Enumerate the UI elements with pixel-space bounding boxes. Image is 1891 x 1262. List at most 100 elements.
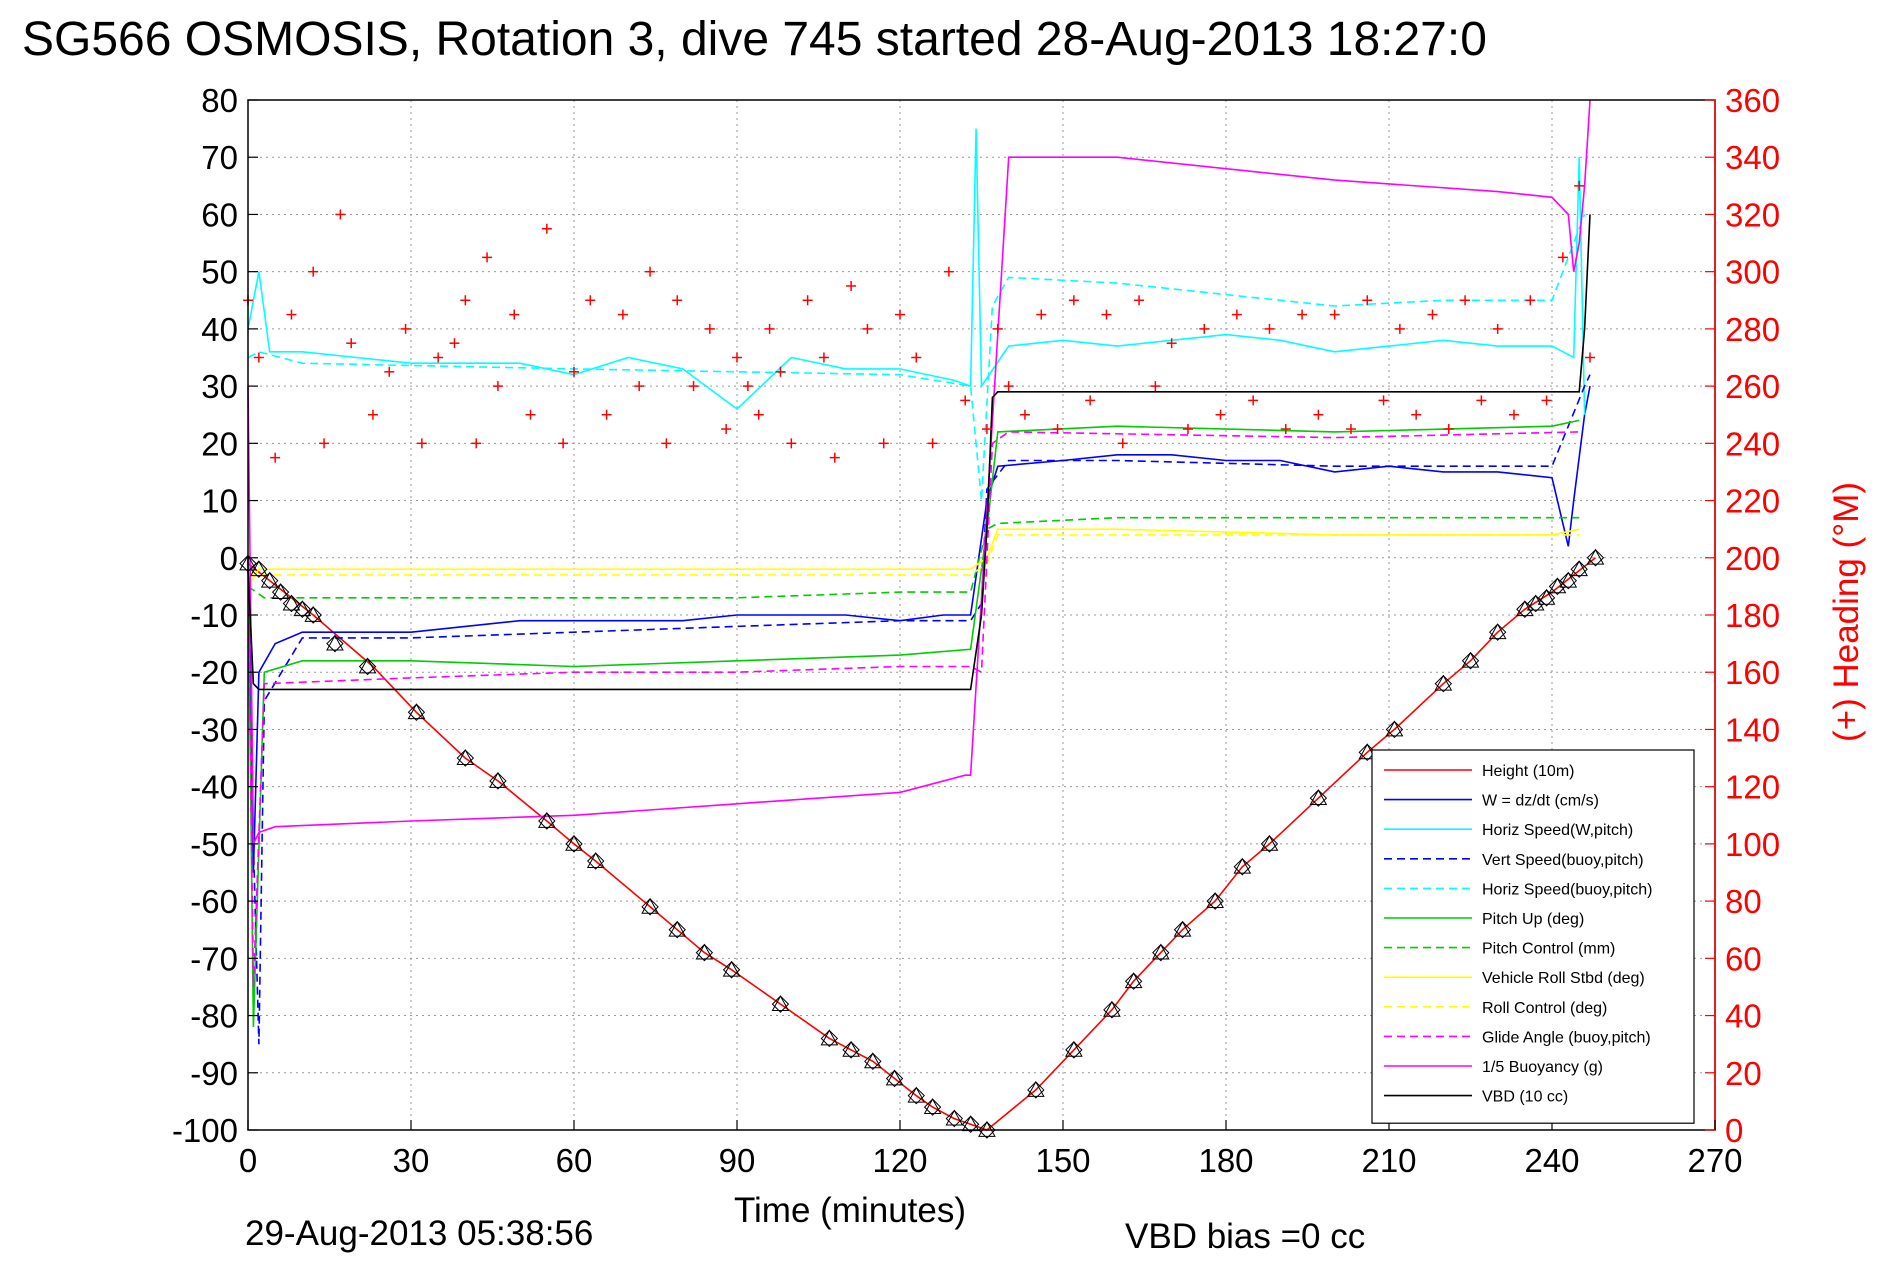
y-right-tick-label: 120 [1725, 769, 1780, 806]
depth-marker-triangle [1065, 1040, 1083, 1057]
depth-marker [923, 1098, 942, 1116]
heading-marker [911, 352, 922, 363]
series-line-6 [247, 419, 1580, 1028]
legend-label: Vert Speed(buoy,pitch) [1482, 852, 1644, 869]
depth-marker-triangle [1559, 571, 1578, 588]
depth-marker-triangle [1026, 1080, 1045, 1097]
depth-marker-triangle [293, 600, 312, 617]
y-right-tick-label: 0 [1725, 1112, 1743, 1149]
heading-marker [416, 438, 427, 449]
depth-marker [668, 920, 687, 939]
depth-marker-diamond [587, 852, 605, 870]
heading-markers [243, 180, 1596, 463]
depth-marker-triangle [1233, 857, 1252, 874]
heading-marker [1215, 409, 1226, 420]
depth-marker-diamond [864, 1052, 882, 1071]
series-layer [247, 99, 1596, 1131]
y-right-tick-label: 40 [1725, 998, 1762, 1035]
heading-marker [1476, 395, 1487, 406]
heading-marker [1362, 295, 1373, 306]
depth-marker-triangle [945, 1109, 964, 1126]
series-line-8 [247, 528, 1580, 587]
heading-marker [1280, 424, 1291, 435]
depth-marker-triangle [407, 703, 426, 720]
depth-marker-diamond [1586, 549, 1605, 567]
legend-label: Vehicle Roll Stbd (deg) [1482, 970, 1645, 987]
heading-marker [1443, 424, 1454, 435]
depth-marker [282, 594, 301, 613]
legend-label: Height (10m) [1482, 763, 1574, 780]
depth-marker [978, 1120, 996, 1139]
y-right-tick-label: 220 [1725, 483, 1780, 520]
heading-marker [1052, 424, 1063, 435]
depth-marker-diamond [1385, 720, 1404, 739]
depth-marker-diamond [907, 1086, 926, 1105]
legend-label: Pitch Control (mm) [1482, 941, 1615, 958]
depth-marker [1124, 972, 1143, 990]
heading-marker [433, 352, 444, 363]
heading-marker [617, 309, 628, 320]
depth-marker [1461, 651, 1480, 670]
depth-marker-triangle [358, 657, 377, 674]
heading-marker [367, 409, 378, 420]
depth-marker-triangle [722, 960, 741, 977]
y-right-tick-label: 180 [1725, 597, 1780, 634]
depth-marker-triangle [923, 1098, 942, 1115]
depth-marker-diamond [1461, 652, 1480, 670]
depth-marker-triangle [250, 560, 268, 577]
y-left-tick-label: 20 [201, 425, 238, 462]
depth-marker [456, 749, 475, 767]
depth-marker-diamond [1537, 589, 1556, 607]
heading-marker [786, 438, 797, 449]
depth-marker-diamond [1233, 858, 1252, 876]
depth-marker-triangle [489, 771, 507, 788]
heading-marker [1231, 309, 1242, 320]
depth-marker-diamond [304, 606, 322, 624]
heading-marker [1003, 381, 1014, 392]
depth-marker-diamond [1309, 789, 1328, 807]
depth-marker-triangle [1434, 674, 1453, 691]
heading-marker [253, 352, 264, 363]
x-tick-label: 120 [872, 1142, 927, 1179]
y-right-tick-label: 300 [1725, 254, 1780, 291]
depth-marker [1434, 674, 1453, 693]
heading-marker [704, 323, 715, 334]
heading-marker [775, 366, 786, 377]
heading-marker [992, 323, 1003, 334]
depth-marker-diamond [695, 943, 714, 962]
heading-marker [1313, 409, 1324, 420]
y-left-tick-label: 50 [201, 254, 238, 291]
depth-marker-diamond [668, 921, 686, 939]
heading-marker [1297, 309, 1308, 320]
depth-marker-diamond [1260, 835, 1279, 853]
depth-marker [695, 943, 714, 962]
heading-marker [1411, 409, 1422, 420]
depth-marker-diamond [456, 749, 475, 767]
depth-marker-triangle [326, 634, 344, 651]
depth-marker [885, 1069, 904, 1088]
y-right-tick-label: 340 [1725, 139, 1780, 176]
depth-marker-diamond [282, 594, 301, 613]
heading-marker [829, 452, 840, 463]
heading-marker [846, 280, 857, 291]
heading-marker [1264, 323, 1275, 334]
heading-marker [732, 352, 742, 363]
heading-marker [878, 438, 889, 449]
y-left-tick-label: 70 [201, 139, 238, 176]
y-right-tick-label: 80 [1725, 883, 1762, 920]
depth-marker-triangle [1358, 743, 1377, 760]
heading-marker [1117, 438, 1128, 449]
heading-marker [1541, 395, 1552, 406]
heading-marker [346, 338, 357, 349]
heading-marker [1378, 395, 1389, 406]
depth-marker [1385, 720, 1404, 739]
x-tick-label: 90 [719, 1142, 756, 1179]
depth-marker-triangle [1260, 834, 1279, 851]
depth-marker-diamond [1559, 571, 1578, 590]
depth-marker-diamond [1434, 674, 1453, 693]
depth-marker [1570, 560, 1589, 578]
depth-marker [293, 600, 312, 618]
y-left-tick-label: 60 [201, 196, 238, 233]
depth-marker-triangle [641, 897, 659, 914]
depth-marker-triangle [260, 571, 279, 588]
